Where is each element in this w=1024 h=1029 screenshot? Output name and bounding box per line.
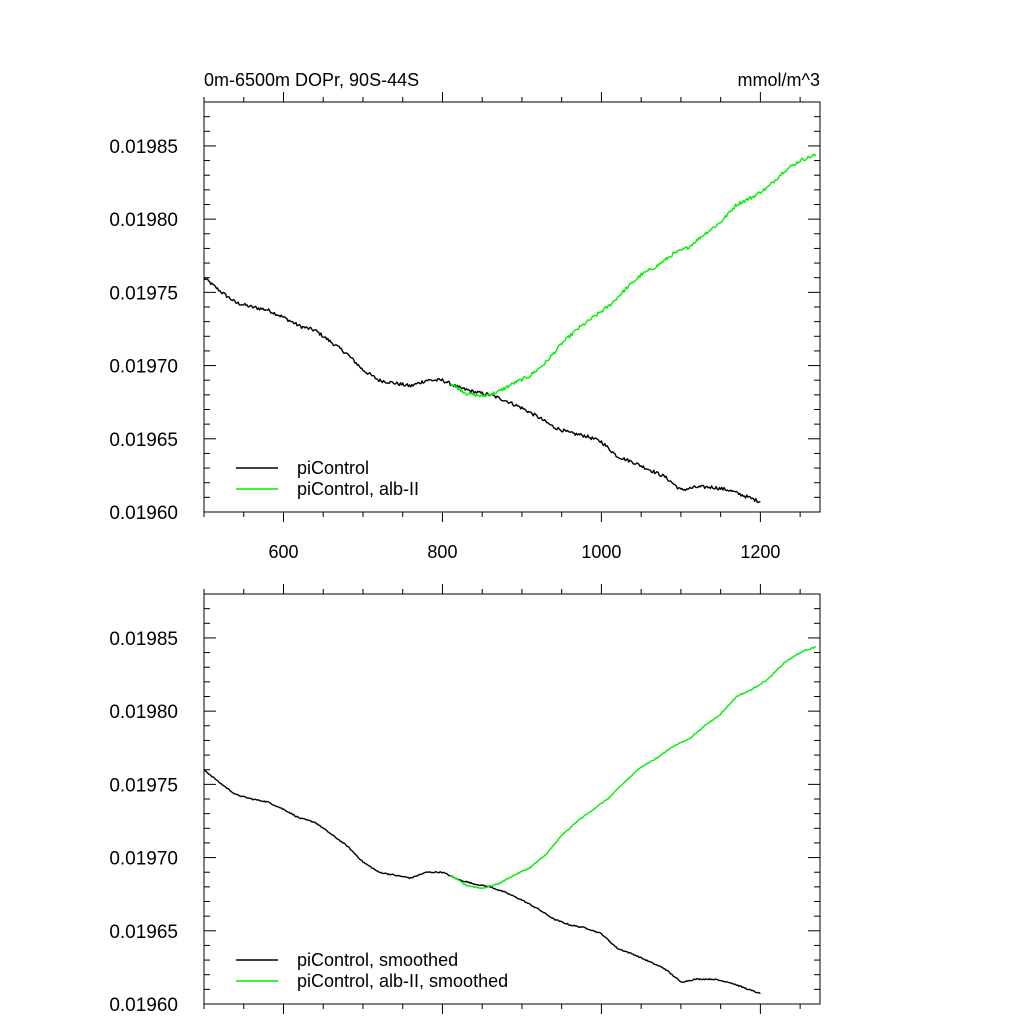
series-line-picontrol <box>203 276 761 504</box>
y-tick-label: 0.01975 <box>109 775 178 796</box>
y-tick-label: 0.01970 <box>109 849 178 870</box>
x-tick-label: 1200 <box>740 542 780 562</box>
panel-bottom: 0.01960 0.01965 0.01970 0.01975 0.01980 0.019… <box>109 584 821 1016</box>
y-tick-label: 0.01960 <box>109 503 178 524</box>
x-tick-label: 1000 <box>581 542 621 562</box>
x-tick-label: 600 <box>268 542 298 562</box>
panel-top-title-left: 0m-6500m DOPr, 90S-44S <box>204 70 419 90</box>
y-tick-label: 0.01975 <box>109 283 178 304</box>
y-tick-label: 0.01980 <box>109 210 178 231</box>
panel-top: 0m-6500m DOPr, 90S-44S mmol/m^3 600 800 10… <box>109 70 821 562</box>
legend-label: piControl, smoothed <box>297 950 458 970</box>
panel-top-title-right: mmol/m^3 <box>738 70 820 90</box>
panel-bottom-plot: 0.01960 0.01965 0.01970 0.01975 0.01980 0.019… <box>109 584 821 1016</box>
y-tick-label: 0.01960 <box>109 995 178 1016</box>
series-line-picontrol <box>203 768 761 995</box>
series-line-alb-ii <box>449 646 817 890</box>
legend-label: piControl, alb-II <box>297 479 419 499</box>
plot-frame <box>203 593 821 1005</box>
legend-label: piControl <box>297 458 369 478</box>
plot-frame <box>203 101 821 513</box>
y-tick-label: 0.01980 <box>109 702 178 723</box>
y-tick-label: 0.01965 <box>109 922 178 943</box>
y-tick-label: 0.01965 <box>109 430 178 451</box>
y-tick-label: 0.01985 <box>109 629 178 650</box>
y-tick-label: 0.01970 <box>109 357 178 378</box>
legend-label: piControl, alb-II, smoothed <box>297 971 508 991</box>
series-line-alb-ii <box>449 153 817 398</box>
x-tick-label: 800 <box>427 542 457 562</box>
y-tick-label: 0.01985 <box>109 137 178 158</box>
panel-top-plot: 600 800 1000 1200 0.01960 0.01965 0.01970 0.019… <box>109 92 821 562</box>
